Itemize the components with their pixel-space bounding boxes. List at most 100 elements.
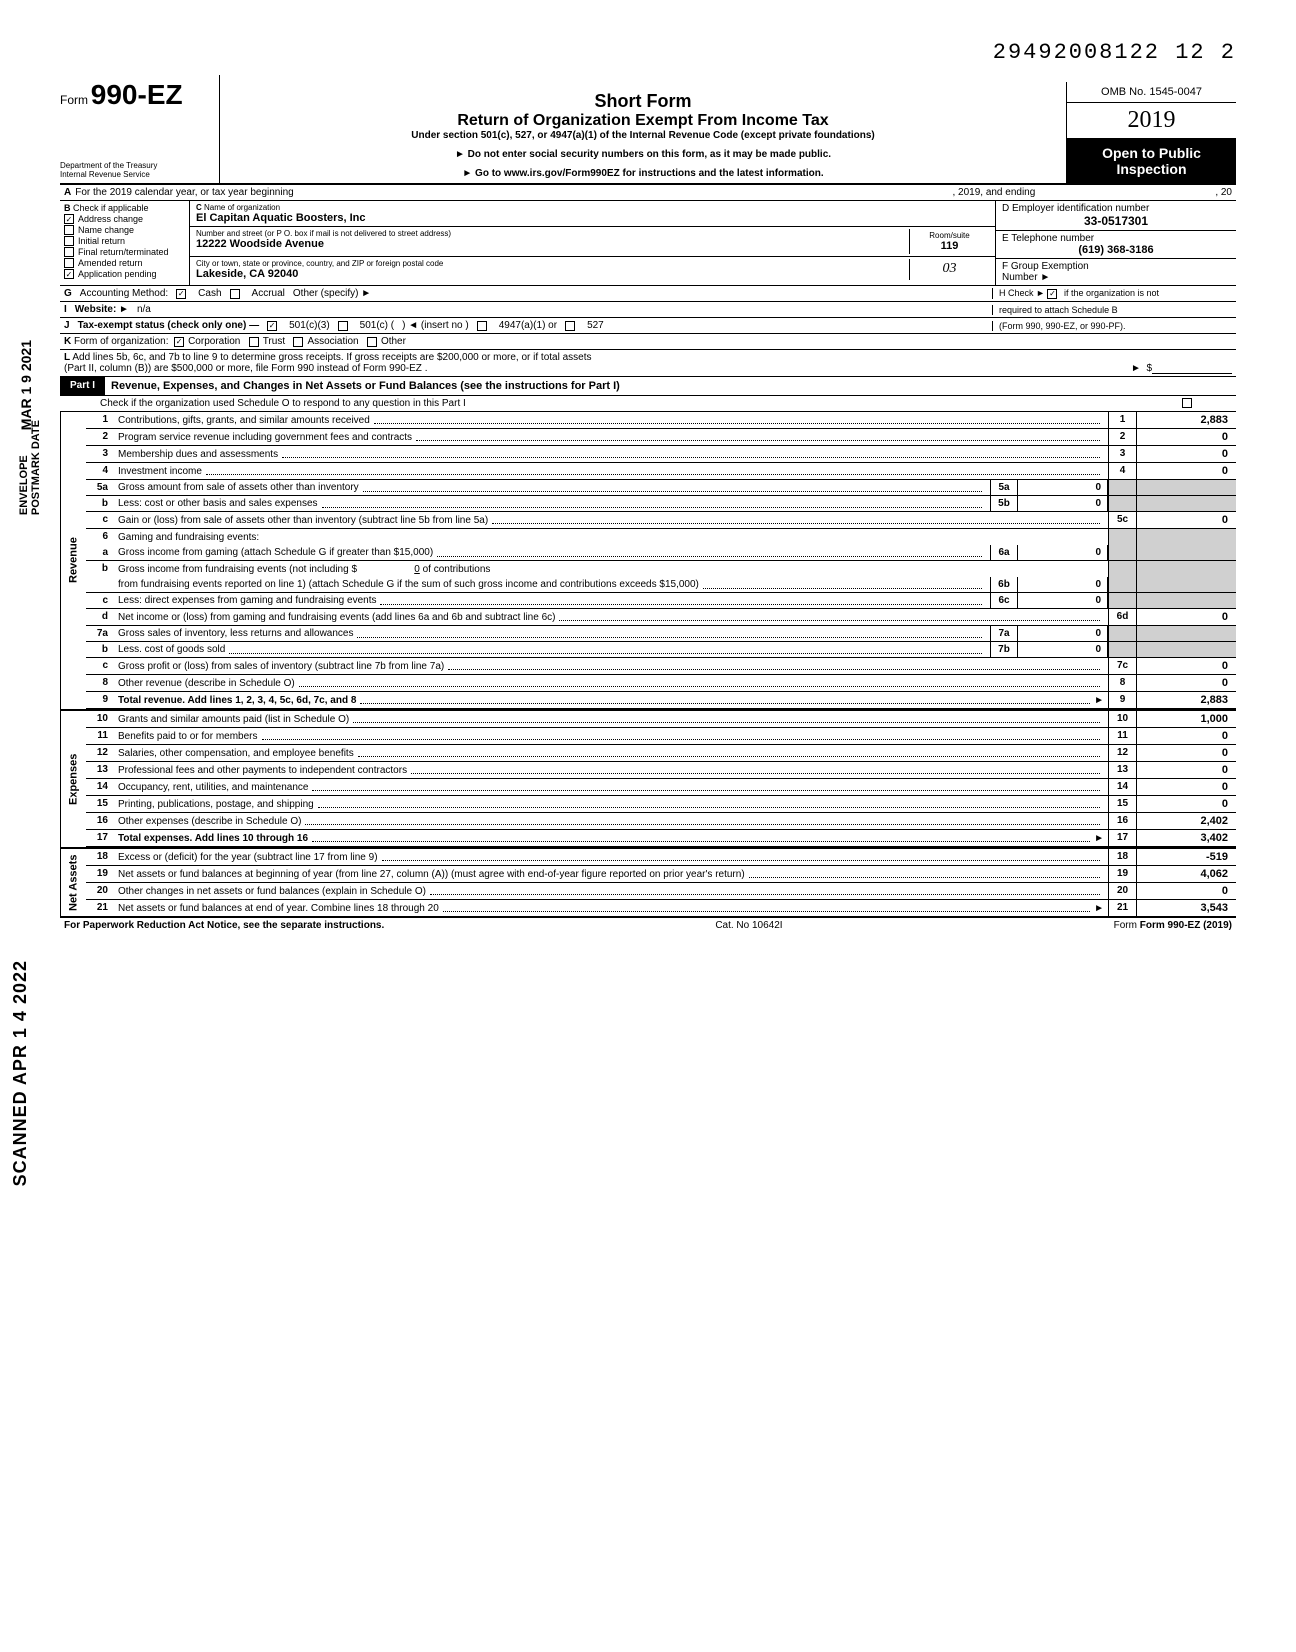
i-label: I — [64, 304, 67, 315]
k-label: K — [64, 336, 71, 347]
cb-amended-return[interactable]: Amended return — [64, 258, 185, 268]
lt: Printing, publications, postage, and shi… — [118, 799, 314, 810]
ln: 19 — [86, 866, 114, 882]
k-text: Form of organization: — [74, 336, 169, 347]
ln: 21 — [86, 900, 114, 916]
bn: 21 — [1108, 900, 1136, 916]
side-expenses: Expenses — [60, 711, 86, 847]
bv: 3,543 — [1136, 900, 1236, 916]
ln: 4 — [86, 463, 114, 479]
opt-527: 527 — [587, 320, 604, 331]
lt: Occupancy, rent, utilities, and maintena… — [118, 782, 308, 793]
cb-schedule-o[interactable] — [1182, 398, 1192, 408]
lt: Gaming and fundraising events: — [118, 532, 259, 543]
opt-trust: Trust — [263, 336, 285, 347]
part-1-check: Check if the organization used Schedule … — [60, 396, 1236, 412]
cb-name-change[interactable]: Name change — [64, 225, 185, 235]
checkbox-icon — [64, 236, 74, 246]
cb-other-org[interactable] — [367, 337, 377, 347]
bn: 5c — [1108, 512, 1136, 528]
short-form-label: Short Form — [228, 91, 1058, 112]
cb-527[interactable] — [565, 321, 575, 331]
lt: Net assets or fund balances at end of ye… — [118, 903, 439, 914]
subtitle: Under section 501(c), 527, or 4947(a)(1)… — [228, 130, 1058, 141]
shaded — [1136, 626, 1236, 641]
cb-application-pending[interactable]: Application pending — [64, 269, 185, 279]
info-grid: B Check if applicable Address change Nam… — [60, 201, 1236, 286]
section-def: D Employer identification number 33-0517… — [996, 201, 1236, 285]
lt: Professional fees and other payments to … — [118, 765, 407, 776]
return-title: Return of Organization Exempt From Incom… — [228, 112, 1058, 130]
lt2: from fundraising events reported on line… — [118, 579, 699, 590]
cb-4947[interactable] — [477, 321, 487, 331]
bn: 6d — [1108, 609, 1136, 625]
part-1-title: Revenue, Expenses, and Changes in Net As… — [105, 377, 1236, 395]
bn: 16 — [1108, 813, 1136, 829]
mv: 0 — [1018, 626, 1108, 641]
ln: d — [86, 609, 114, 625]
bv: -519 — [1136, 849, 1236, 865]
ln: b — [86, 642, 114, 657]
lt: Net assets or fund balances at beginning… — [118, 869, 745, 880]
bn: 12 — [1108, 745, 1136, 761]
ln: 18 — [86, 849, 114, 865]
opt-501c3: 501(c)(3) — [289, 320, 330, 331]
cb-schedule-b[interactable] — [1047, 289, 1057, 299]
cb-final-return[interactable]: Final return/terminated — [64, 247, 185, 257]
lt: Gross income from gaming (attach Schedul… — [118, 547, 433, 558]
opt-501c-b: ) ◄ (insert no ) — [402, 320, 469, 331]
open-public-2: Inspection — [1071, 161, 1232, 177]
mn: 6b — [990, 577, 1018, 592]
ln — [86, 577, 114, 592]
cb-cash[interactable] — [176, 289, 186, 299]
cb-label: Amended return — [78, 258, 143, 268]
lt: Other changes in net assets or fund bala… — [118, 886, 426, 897]
l-arrow: ► — [1131, 363, 1141, 374]
shaded — [1108, 529, 1136, 545]
bv: 2,883 — [1136, 412, 1236, 428]
lt: Salaries, other compensation, and employ… — [118, 748, 354, 759]
bn: 17 — [1108, 830, 1136, 846]
line-j: J Tax-exempt status (check only one) — 5… — [60, 318, 1236, 334]
cb-501c3[interactable] — [267, 321, 277, 331]
shaded — [1136, 561, 1236, 577]
line-g: G Accounting Method: Cash Accrual Other … — [60, 286, 1236, 302]
open-public-1: Open to Public — [1071, 145, 1232, 161]
shaded — [1136, 545, 1236, 560]
checkbox-icon — [64, 225, 74, 235]
mv: 0 — [1018, 480, 1108, 495]
cb-association[interactable] — [293, 337, 303, 347]
c-addr-label: Number and street (or P O. box if mail i… — [196, 229, 909, 238]
lt: Gross profit or (loss) from sales of inv… — [118, 661, 444, 672]
ln: 11 — [86, 728, 114, 744]
bv: 2,883 — [1136, 692, 1236, 708]
lt: Gain or (loss) from sale of assets other… — [118, 515, 488, 526]
cb-label: Initial return — [78, 236, 125, 246]
cb-address-change[interactable]: Address change — [64, 214, 185, 224]
shaded — [1136, 593, 1236, 608]
net-assets-section: Net Assets 18Excess or (deficit) for the… — [60, 849, 1236, 918]
open-public: Open to Public Inspection — [1067, 139, 1236, 183]
bv: 0 — [1136, 463, 1236, 479]
stamp-mar: MAR 1 9 2021 — [18, 340, 34, 430]
mn: 6a — [990, 545, 1018, 560]
footer-right: Form Form 990-EZ (2019) — [1114, 920, 1232, 931]
cb-initial-return[interactable]: Initial return — [64, 236, 185, 246]
shaded — [1136, 642, 1236, 657]
bv: 3,402 — [1136, 830, 1236, 846]
opt-assoc: Association — [307, 336, 358, 347]
ln: b — [86, 561, 114, 577]
bn: 19 — [1108, 866, 1136, 882]
checkbox-icon — [64, 269, 74, 279]
j-text: Tax-exempt status (check only one) — — [78, 320, 260, 331]
lt: Less: cost or other basis and sales expe… — [118, 498, 318, 509]
lt2-start: of contributions — [423, 564, 491, 575]
ln: 15 — [86, 796, 114, 812]
cb-trust[interactable] — [249, 337, 259, 347]
h-text4: (Form 990, 990-EZ, or 990-PF). — [999, 321, 1126, 331]
room-value: 119 — [914, 240, 985, 252]
cb-accrual[interactable] — [230, 289, 240, 299]
cb-501c[interactable] — [338, 321, 348, 331]
cb-corporation[interactable] — [174, 337, 184, 347]
shaded — [1108, 577, 1136, 592]
